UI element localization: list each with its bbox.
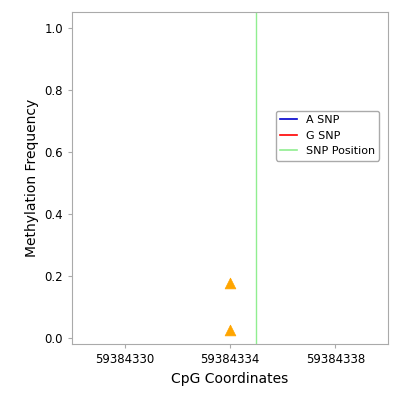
Y-axis label: Methylation Frequency: Methylation Frequency [25, 99, 39, 257]
Point [227, 280, 233, 287]
Legend: A SNP, G SNP, SNP Position: A SNP, G SNP, SNP Position [276, 110, 379, 160]
Point [227, 327, 233, 333]
X-axis label: CpG Coordinates: CpG Coordinates [171, 372, 289, 386]
